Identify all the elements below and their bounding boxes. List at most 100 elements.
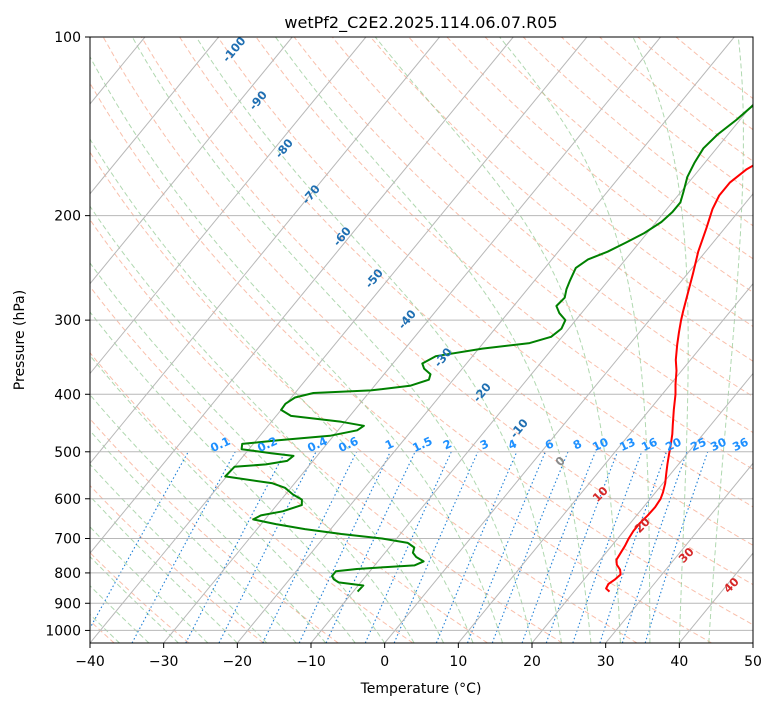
- dry-adiabat: [293, 37, 753, 434]
- moist-adiabat: [90, 138, 474, 643]
- y-tick-label: 1000: [45, 623, 81, 639]
- mixing-ratio-label: 20: [663, 435, 683, 454]
- mixing-ratio-label: 8: [571, 436, 584, 452]
- mixing-ratio-line: [262, 451, 358, 643]
- isotherm: [310, 103, 753, 643]
- mixing-ratio-label: 36: [730, 435, 750, 454]
- dry-adiabat: [90, 551, 190, 643]
- mixing-ratio-label: 13: [617, 435, 637, 454]
- mixing-ratio-label: 30: [708, 435, 728, 454]
- mixing-ratio-line: [491, 451, 569, 643]
- moist-adiabat: [632, 37, 689, 643]
- mixing-ratio-label: 2: [441, 436, 454, 452]
- x-tick-label: −40: [75, 654, 105, 670]
- x-tick-label: 0: [380, 654, 389, 670]
- dry-adiabat: [90, 218, 563, 643]
- dry-adiabat: [90, 418, 339, 643]
- isotherm: [752, 642, 753, 643]
- x-tick-label: 20: [523, 654, 541, 670]
- moist-adiabat: [90, 55, 503, 643]
- dewpoint-line: [224, 104, 753, 593]
- y-tick-label: 400: [54, 387, 81, 403]
- dry-adiabat-label: -60: [330, 224, 354, 249]
- y-axis: 100 200 300 400 500 600 700 800 900 1000: [45, 30, 90, 639]
- dry-adiabat: [408, 37, 753, 328]
- isotherm: [90, 37, 588, 643]
- mixing-ratio-line: [572, 451, 643, 643]
- grid: [0, 37, 753, 643]
- x-tick-label: 30: [597, 654, 615, 670]
- isotherm: [0, 37, 71, 643]
- y-tick-label: 700: [54, 532, 81, 548]
- moist-adiabat: [90, 429, 297, 643]
- moist-adiabat: [90, 495, 238, 643]
- isotherm: [457, 282, 753, 643]
- y-tick-label: 200: [54, 209, 81, 225]
- dry-adiabat: [370, 37, 753, 362]
- dry-adiabat: [102, 37, 753, 626]
- isotherm: [90, 37, 219, 195]
- moist-adiabat: [499, 37, 651, 643]
- line-labels: 0.1 0.2 0.4 0.6 1 1.5 2 3 4 6 8 10 13 16 20 25 30 36-100-…: [208, 34, 750, 596]
- background-lines: [90, 37, 753, 643]
- y-tick-label: 100: [54, 30, 81, 46]
- mixing-ratio-label: 6: [543, 436, 556, 452]
- y-tick-label: 300: [54, 313, 81, 329]
- moist-adiabat: [374, 37, 621, 643]
- isotherm: [384, 193, 753, 643]
- dry-adiabat: [331, 37, 753, 398]
- dry-adiabat: [140, 37, 753, 586]
- y-tick-label: 600: [54, 492, 81, 508]
- x-tick-label: 10: [449, 654, 467, 670]
- mixing-ratio-line: [644, 451, 709, 643]
- moist-adiabat: [90, 526, 209, 643]
- dry-adiabat: [90, 484, 264, 643]
- isotherm: [90, 37, 293, 285]
- mixing-ratio-line: [298, 451, 391, 643]
- chart-title: wetPf2_C2E2.2025.114.06.07.R05: [284, 13, 557, 33]
- y-tick-label: 500: [54, 445, 81, 461]
- moist-adiabat-label: 10: [590, 484, 611, 505]
- x-tick-label: −10: [296, 654, 326, 670]
- isotherm: [90, 37, 440, 465]
- temperature-line: [605, 164, 753, 593]
- moist-adiabat: [708, 37, 744, 643]
- mixing-ratio-line: [90, 451, 189, 630]
- x-axis: −40 −30 −20 −10 0 10 20 30 40 50: [75, 643, 762, 670]
- data-series: [224, 104, 753, 593]
- mixing-ratio-line: [521, 451, 596, 643]
- isotherm: [605, 462, 753, 643]
- isotherm: [236, 37, 735, 643]
- x-tick-label: −20: [223, 654, 253, 670]
- plot-frame: [89, 36, 754, 644]
- mixing-ratio-line: [466, 451, 546, 643]
- dry-adiabat: [90, 151, 638, 643]
- moist-adiabat-label: 0: [552, 453, 568, 469]
- mixing-ratio-line: [218, 451, 317, 643]
- dry-adiabat-label: -30: [431, 345, 455, 370]
- mixing-ratio-line: [545, 451, 619, 643]
- moist-adiabat: [90, 311, 386, 643]
- x-tick-label: 40: [670, 654, 688, 670]
- mixing-ratio-line: [435, 451, 518, 643]
- dry-adiabat: [90, 351, 414, 643]
- dry-adiabat-label: -40: [395, 307, 419, 332]
- mixing-ratio-label: 25: [688, 435, 708, 454]
- moist-adiabat: [90, 354, 356, 643]
- mixing-ratio-line: [131, 451, 236, 643]
- moist-adiabat: [195, 37, 562, 643]
- mixing-ratio-label: 16: [639, 435, 659, 454]
- mixing-ratio-line: [621, 451, 688, 643]
- isotherm: [90, 37, 514, 554]
- dry-adiabat-label: -80: [272, 136, 296, 161]
- mixing-ratio-line: [599, 451, 667, 643]
- dry-adiabat: [90, 285, 488, 643]
- dry-adiabat-label: -90: [246, 88, 270, 113]
- dry-adiabat: [217, 37, 753, 508]
- mixing-ratio-label: 10: [590, 435, 610, 454]
- x-tick-label: 50: [744, 654, 762, 670]
- y-axis-label: Pressure (hPa): [12, 290, 28, 390]
- isotherm: [163, 37, 661, 643]
- moist-adiabat: [90, 262, 415, 643]
